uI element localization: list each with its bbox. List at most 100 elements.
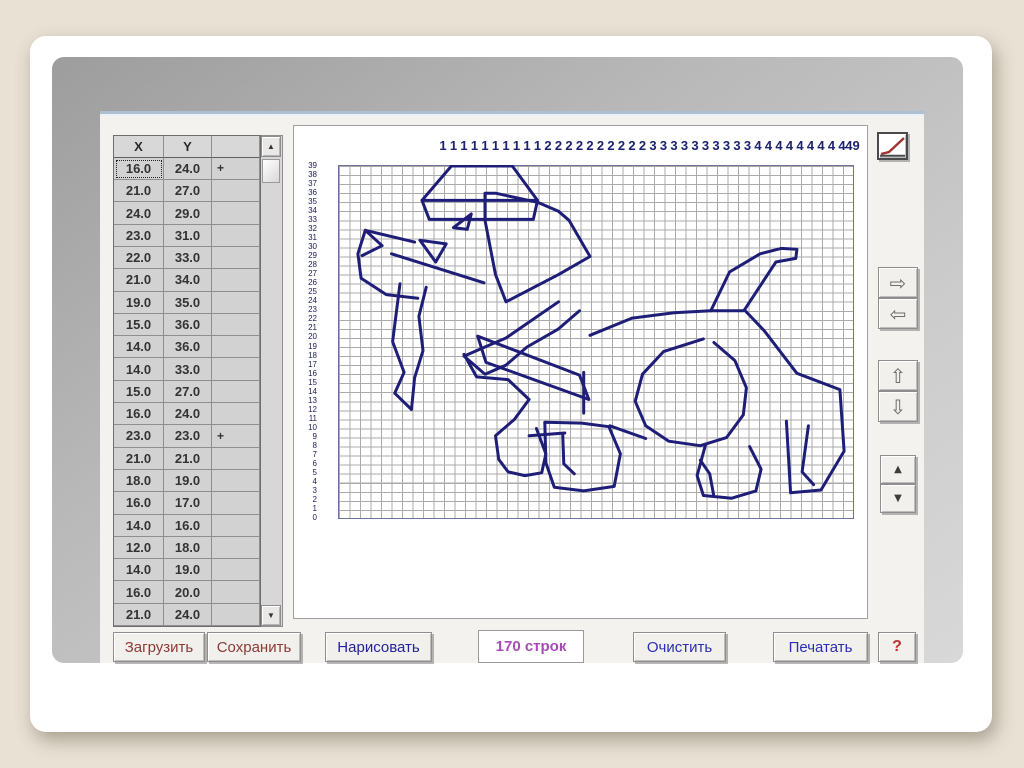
table-cell[interactable] — [212, 336, 260, 359]
table-cell[interactable]: + — [212, 425, 260, 448]
plot-grid — [338, 165, 854, 519]
table-cell[interactable]: 14.0 — [114, 358, 164, 381]
table-cell[interactable]: 20.0 — [164, 581, 212, 604]
table-cell[interactable]: 29.0 — [164, 202, 212, 225]
help-button[interactable]: ? — [878, 632, 916, 662]
table-cell[interactable]: 22.0 — [114, 246, 164, 270]
table-cell[interactable]: 21.0 — [164, 447, 212, 470]
table-cell[interactable]: 23.0 — [114, 425, 164, 448]
row-number-label: 30 — [308, 241, 317, 251]
table-cell[interactable] — [212, 246, 260, 270]
table-cell[interactable]: 27.0 — [164, 180, 212, 203]
scrollbar-thumb[interactable] — [262, 159, 280, 183]
table-cell[interactable]: 15.0 — [114, 380, 164, 404]
table-cell[interactable]: 36.0 — [164, 336, 212, 359]
table-cell[interactable] — [212, 581, 260, 604]
table-cell[interactable]: 14.0 — [114, 559, 164, 582]
column-number-label: 4 — [785, 138, 794, 153]
table-cell[interactable]: 19.0 — [164, 559, 212, 582]
table-cell[interactable]: 16.0 — [114, 581, 164, 604]
table-cell[interactable]: 15.0 — [114, 313, 164, 337]
table-row: 16.0 17.0 — [114, 492, 260, 515]
table-cell[interactable]: 18.0 — [114, 469, 164, 493]
spin-down-button[interactable]: ▼ — [880, 484, 916, 513]
table-cell[interactable]: 16.0 — [114, 492, 164, 515]
table-cell[interactable] — [212, 313, 260, 337]
table-cell[interactable] — [212, 224, 260, 247]
load-button[interactable]: Загрузить — [113, 632, 205, 662]
row-number-label: 23 — [308, 305, 317, 315]
table-cell[interactable]: 27.0 — [164, 380, 212, 404]
dog-segment-cap-brim — [420, 198, 539, 221]
table-cell[interactable] — [212, 514, 260, 537]
table-cell[interactable] — [212, 180, 260, 203]
table-cell[interactable] — [212, 291, 260, 314]
move-down-button[interactable]: ⇩ — [878, 391, 918, 422]
table-cell[interactable]: 24.0 — [164, 603, 212, 626]
table-cell[interactable]: 21.0 — [114, 603, 164, 626]
dog-segment-hind-toe — [698, 458, 716, 498]
row-number-label: 2 — [312, 495, 317, 505]
table-cell[interactable]: 24.0 — [164, 403, 212, 426]
table-cell[interactable]: 14.0 — [114, 514, 164, 537]
column-number-label: 1 — [533, 138, 542, 153]
row-number-label: 25 — [308, 287, 317, 297]
table-cell[interactable] — [212, 447, 260, 470]
table-cell[interactable]: 23.0 — [164, 425, 212, 448]
table-cell[interactable]: 34.0 — [164, 269, 212, 292]
table-cell[interactable]: 12.0 — [114, 536, 164, 560]
table-header-row: X Y — [114, 136, 260, 158]
table-cell[interactable]: 17.0 — [164, 492, 212, 515]
print-button[interactable]: Печатать — [773, 632, 868, 662]
save-button[interactable]: Сохранить — [207, 632, 301, 662]
table-cell[interactable]: 36.0 — [164, 313, 212, 337]
spin-up-button[interactable]: ▲ — [880, 455, 916, 484]
table-cell[interactable] — [212, 358, 260, 381]
table-cell[interactable]: 31.0 — [164, 224, 212, 247]
table-cell[interactable] — [212, 469, 260, 493]
table-cell[interactable] — [212, 603, 260, 626]
table-row: 21.0 27.0 — [114, 180, 260, 203]
dog-segment-belly — [608, 424, 648, 440]
table-cell[interactable] — [212, 269, 260, 292]
column-number-label: 3 — [670, 138, 678, 153]
move-up-button[interactable]: ⇧ — [878, 360, 918, 391]
scroll-down-button[interactable]: ▼ — [261, 605, 281, 626]
scroll-up-button[interactable]: ▲ — [261, 136, 281, 157]
table-cell[interactable] — [212, 403, 260, 426]
move-left-button[interactable]: ⇦ — [878, 298, 918, 329]
table-cell[interactable]: + — [212, 157, 260, 181]
table-cell[interactable] — [212, 559, 260, 582]
table-cell[interactable]: 16.0 — [164, 514, 212, 537]
draw-button[interactable]: Нарисовать — [325, 632, 432, 662]
column-number-label: 3 — [691, 138, 699, 153]
table-cell[interactable]: 24.0 — [164, 157, 212, 181]
clear-button[interactable]: Очистить — [633, 632, 726, 662]
table-cell[interactable]: 33.0 — [164, 246, 212, 270]
table-cell[interactable]: 21.0 — [114, 180, 164, 203]
table-cell[interactable]: 19.0 — [164, 469, 212, 493]
table-cell[interactable] — [212, 536, 260, 560]
table-cell[interactable] — [212, 492, 260, 515]
table-cell[interactable]: 21.0 — [114, 447, 164, 470]
table-cell[interactable]: 19.0 — [114, 291, 164, 314]
table-cell[interactable]: 23.0 — [114, 224, 164, 247]
table-cell[interactable]: 24.0 — [114, 202, 164, 225]
table-cell[interactable] — [212, 380, 260, 404]
table-cell[interactable]: 16.0 — [114, 403, 164, 426]
table-cell[interactable]: 18.0 — [164, 536, 212, 560]
table-cell[interactable]: 21.0 — [114, 269, 164, 292]
table-cell[interactable]: 14.0 — [114, 336, 164, 359]
column-number-label: 2 — [586, 138, 594, 153]
move-right-button[interactable]: ⇨ — [878, 267, 918, 298]
column-number-label: 1 — [523, 138, 531, 153]
table-scrollbar[interactable]: ▲ ▼ — [261, 135, 283, 627]
table-cell[interactable] — [212, 202, 260, 225]
table-cell[interactable]: 35.0 — [164, 291, 212, 314]
table-cell[interactable]: 16.0 — [114, 157, 164, 181]
line-chart-icon-button[interactable] — [877, 132, 908, 160]
table-cell[interactable]: 33.0 — [164, 358, 212, 381]
coordinate-grid: X Y 16.0 24.0 +21.0 27.0 24.0 29.0 23.0 31.0 22.… — [113, 135, 261, 627]
